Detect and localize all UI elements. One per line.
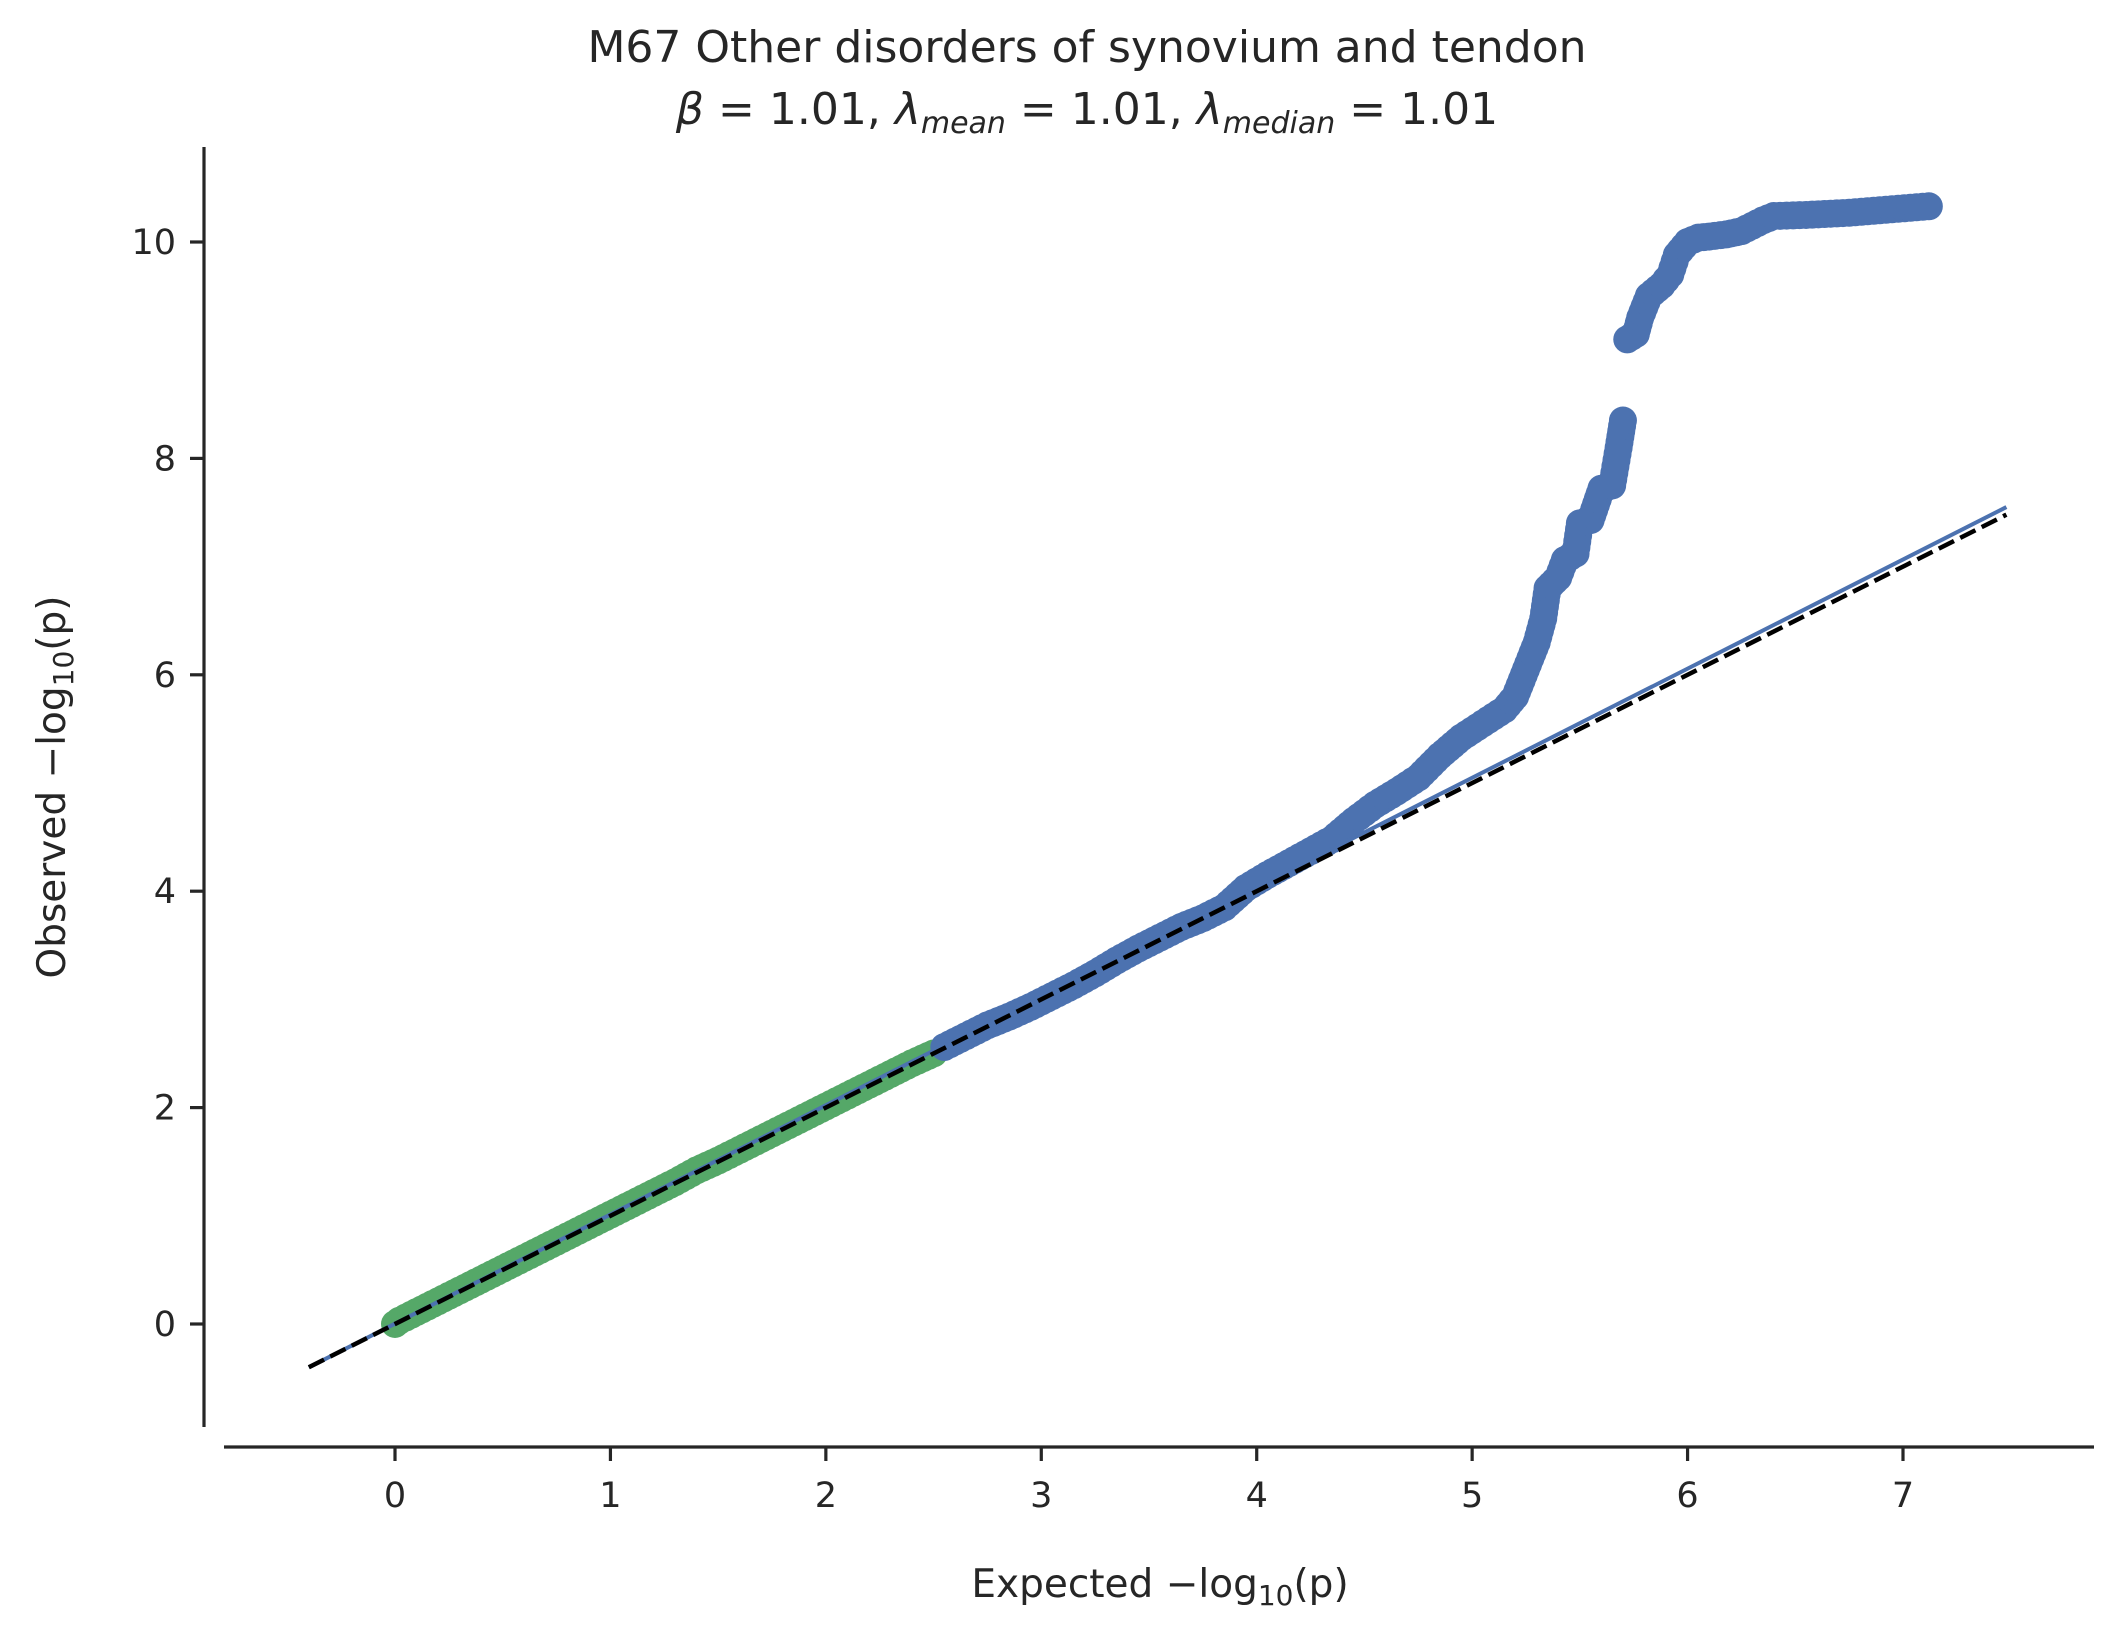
- y-axis-label: Observed −log10(p): [30, 596, 80, 979]
- y-tick-label: 10: [131, 223, 176, 263]
- qq-point: [1914, 192, 1943, 221]
- lambda-mean-value: 1.01: [1071, 84, 1169, 135]
- x-tick-label: 3: [1030, 1476, 1052, 1516]
- x-tick-label: 5: [1461, 1476, 1483, 1516]
- x-tick-label: 2: [815, 1476, 837, 1516]
- x-axis-ticks: 0 1 2 3 4 5 6 7: [384, 1447, 1914, 1516]
- y-tick-label: 8: [154, 439, 176, 479]
- x-tick-label: 4: [1246, 1476, 1268, 1516]
- lambda-mean-subscript: mean: [921, 106, 1006, 141]
- reference-diagonal-line: [307, 512, 2008, 1370]
- chart-title: M67 Other disorders of synovium and tend…: [587, 22, 1586, 73]
- x-tick-label: 1: [599, 1476, 621, 1516]
- qq-point: [1608, 406, 1637, 435]
- x-tick-label: 7: [1892, 1476, 1914, 1516]
- y-tick-label: 0: [154, 1305, 176, 1345]
- lambda-median-value: 1.01: [1400, 84, 1498, 135]
- x-tick-label: 6: [1676, 1476, 1698, 1516]
- beta-symbol: β: [675, 84, 704, 135]
- x-tick-label: 0: [384, 1476, 406, 1516]
- y-tick-label: 2: [154, 1089, 176, 1129]
- lambda-mean-symbol: λ: [893, 84, 921, 135]
- y-tick-label: 6: [154, 656, 176, 696]
- beta-value: 1.01: [769, 84, 867, 135]
- x-axis-label: Expected −log10(p): [971, 1562, 1348, 1612]
- reference-lines: [307, 505, 2008, 1370]
- y-axis-ticks: 0 2 4 6 8 10: [131, 223, 204, 1345]
- data-points: [381, 192, 1943, 1338]
- fit-line: [307, 505, 2008, 1370]
- lambda-median-subscript: median: [1223, 106, 1335, 141]
- lambda-median-symbol: λ: [1195, 84, 1223, 135]
- chart-subtitle: β = 1.01, λmean = 1.01, λmedian = 1.01: [675, 84, 1498, 141]
- y-tick-label: 4: [154, 872, 176, 912]
